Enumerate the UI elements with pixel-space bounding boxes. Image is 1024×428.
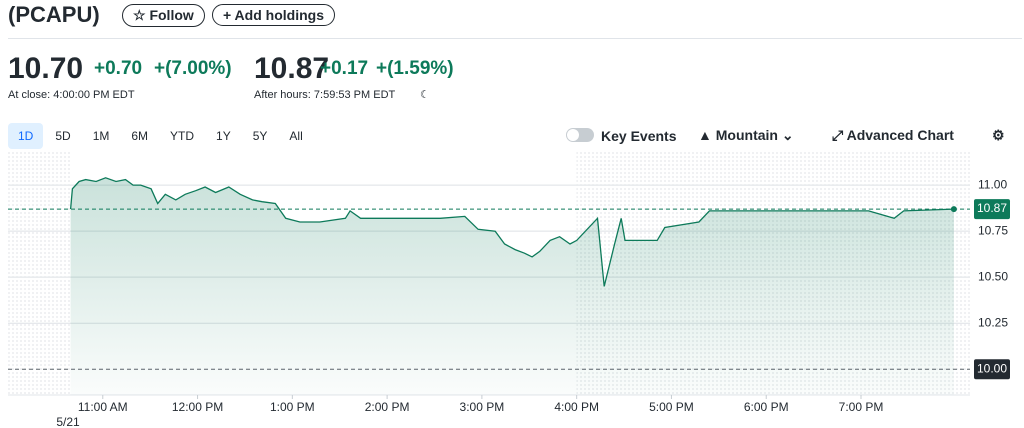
date-label: 5/21 bbox=[56, 415, 80, 428]
ticker: (PCAPU) bbox=[8, 2, 100, 27]
x-tick-label: 11:00 AM bbox=[78, 400, 128, 414]
advanced-chart[interactable]: ⤢ Advanced Chart bbox=[832, 127, 954, 143]
chart-style-label: Mountain bbox=[715, 127, 778, 143]
last-price-label: 10.87 bbox=[977, 201, 1007, 215]
moon-icon: ☾ bbox=[420, 89, 430, 101]
range-tab[interactable]: YTD bbox=[170, 129, 195, 143]
price-line bbox=[69, 177, 954, 287]
last-price-tag bbox=[974, 199, 1010, 220]
add-holdings-button[interactable]: + Add holdings bbox=[212, 4, 335, 26]
x-tick-label: 1:00 PM bbox=[270, 400, 315, 414]
follow-button[interactable]: ☆ Follow bbox=[122, 4, 205, 27]
x-tick-label: 12:00 PM bbox=[172, 400, 223, 414]
divider bbox=[8, 38, 1022, 39]
x-tick-label: 3:00 PM bbox=[460, 400, 505, 414]
range-tabs: 1D 5D 1M 6M YTD 1Y 5Y All bbox=[8, 123, 313, 149]
add-holdings-label: Add holdings bbox=[234, 7, 324, 23]
after-change: +0.17 bbox=[320, 58, 369, 79]
price: 10.70 bbox=[8, 52, 84, 85]
after-label: After hours: 7:59:53 PM EDT bbox=[254, 89, 396, 101]
area bbox=[70, 177, 954, 395]
x-tick-label: 6:00 PM bbox=[744, 400, 789, 414]
previous-close-tag bbox=[974, 359, 1010, 380]
y-tick-label: 10.75 bbox=[978, 223, 1008, 237]
range-tab[interactable]: 1M bbox=[92, 129, 110, 143]
range-tab[interactable]: 1Y bbox=[216, 129, 231, 143]
close-label: At close: 4:00:00 PM EDT bbox=[8, 89, 135, 101]
range-tab[interactable]: 5D bbox=[55, 129, 71, 143]
change: +0.70 bbox=[94, 58, 143, 79]
range-tab[interactable]: 6M bbox=[131, 129, 149, 143]
y-tick-label: 10.50 bbox=[978, 269, 1008, 283]
key-events[interactable]: Key Events bbox=[601, 128, 677, 144]
range-tab[interactable]: 5Y bbox=[252, 129, 268, 143]
x-tick-label: 5:00 PM bbox=[649, 400, 694, 414]
range-tab[interactable]: 1D bbox=[8, 123, 44, 149]
y-tick-label: 11.00 bbox=[978, 177, 1007, 191]
chart-style[interactable]: ▲ Mountain ⌄ bbox=[698, 127, 794, 143]
previous-close-label: 10.00 bbox=[977, 361, 1007, 375]
range-tab[interactable]: All bbox=[289, 129, 303, 143]
last-point bbox=[950, 206, 957, 213]
advanced-label: Advanced Chart bbox=[846, 127, 954, 143]
x-tick-label: 4:00 PM bbox=[554, 400, 599, 414]
follow-label: Follow bbox=[149, 7, 194, 23]
toggle-knob bbox=[567, 129, 579, 141]
after-change-pct: +(1.59%) bbox=[376, 58, 454, 79]
after-price: 10.87 bbox=[254, 52, 330, 85]
pre-region bbox=[8, 152, 71, 395]
settings-icon[interactable]: ⚙ bbox=[992, 127, 1005, 143]
x-tick-label: 7:00 PM bbox=[839, 400, 884, 414]
x-tick-label: 2:00 PM bbox=[365, 400, 410, 414]
y-tick-label: 10.25 bbox=[978, 315, 1008, 329]
toggle[interactable] bbox=[566, 128, 594, 142]
change-pct: +(7.00%) bbox=[154, 58, 232, 79]
